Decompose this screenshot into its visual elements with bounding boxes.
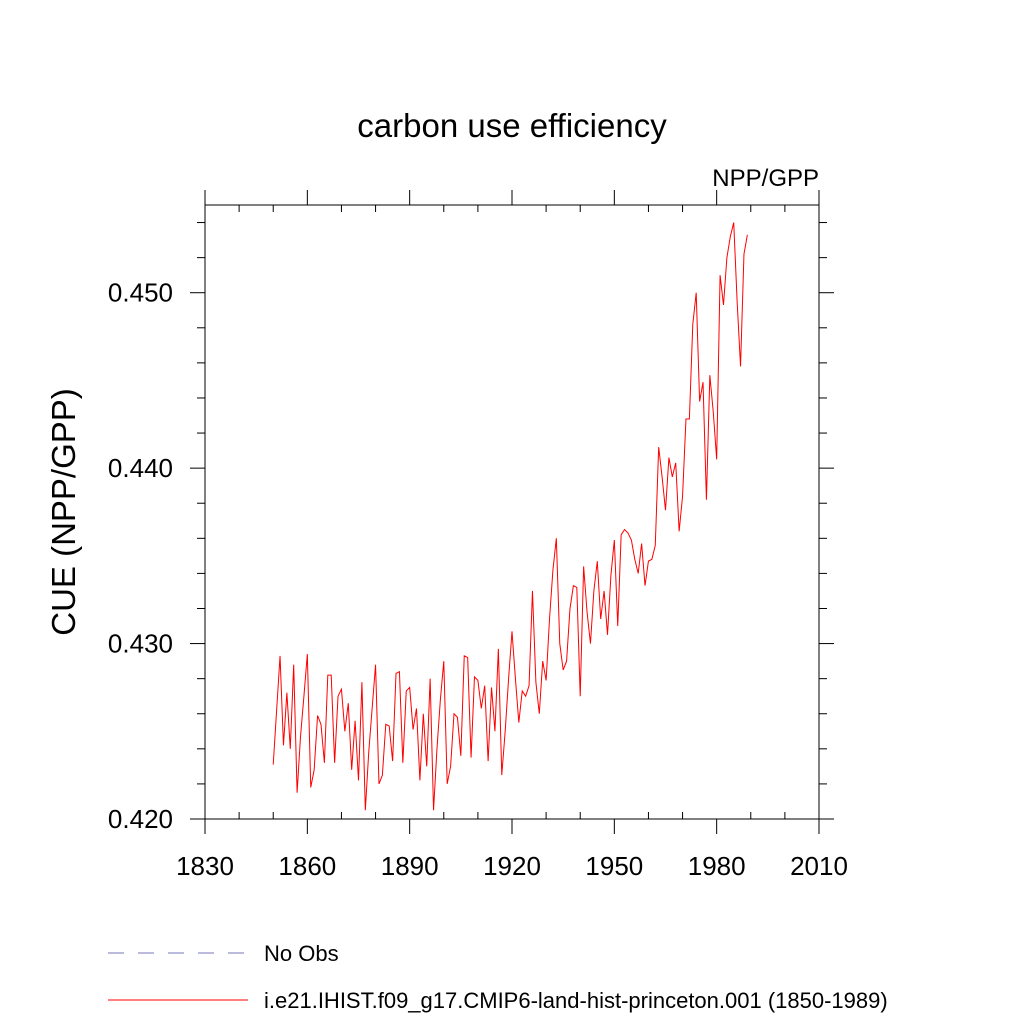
chart-subtitle: NPP/GPP: [712, 165, 819, 192]
legend-label: i.e21.IHIST.f09_g17.CMIP6-land-hist-prin…: [264, 988, 888, 1013]
y-tick-label: 0.440: [108, 453, 173, 483]
x-tick-label: 1950: [585, 851, 643, 881]
x-tick-label: 1860: [278, 851, 336, 881]
legend-label: No Obs: [264, 941, 339, 966]
series-layer: [272, 222, 748, 811]
y-tick-label: 0.450: [108, 278, 173, 308]
x-tick-label: 1980: [688, 851, 746, 881]
x-tick-label: 1890: [381, 851, 439, 881]
x-tick-label: 1920: [483, 851, 541, 881]
axis-ticks: [190, 190, 834, 834]
x-tick-label: 1830: [176, 851, 234, 881]
plot-frame: [204, 204, 820, 820]
y-tick-label: 0.420: [108, 804, 173, 834]
y-axis-label: CUE (NPP/GPP): [45, 388, 82, 636]
x-tick-label: 2010: [790, 851, 848, 881]
series-line: [272, 222, 748, 811]
legend: No Obs i.e21.IHIST.f09_g17.CMIP6-land-his…: [108, 941, 888, 1013]
y-tick-label: 0.430: [108, 629, 173, 659]
tick-labels: 1830 1860 1890 1920 1950 1980 2010 0.420 0.430 0.…: [108, 278, 848, 881]
chart-title: carbon use efficiency: [357, 107, 667, 144]
